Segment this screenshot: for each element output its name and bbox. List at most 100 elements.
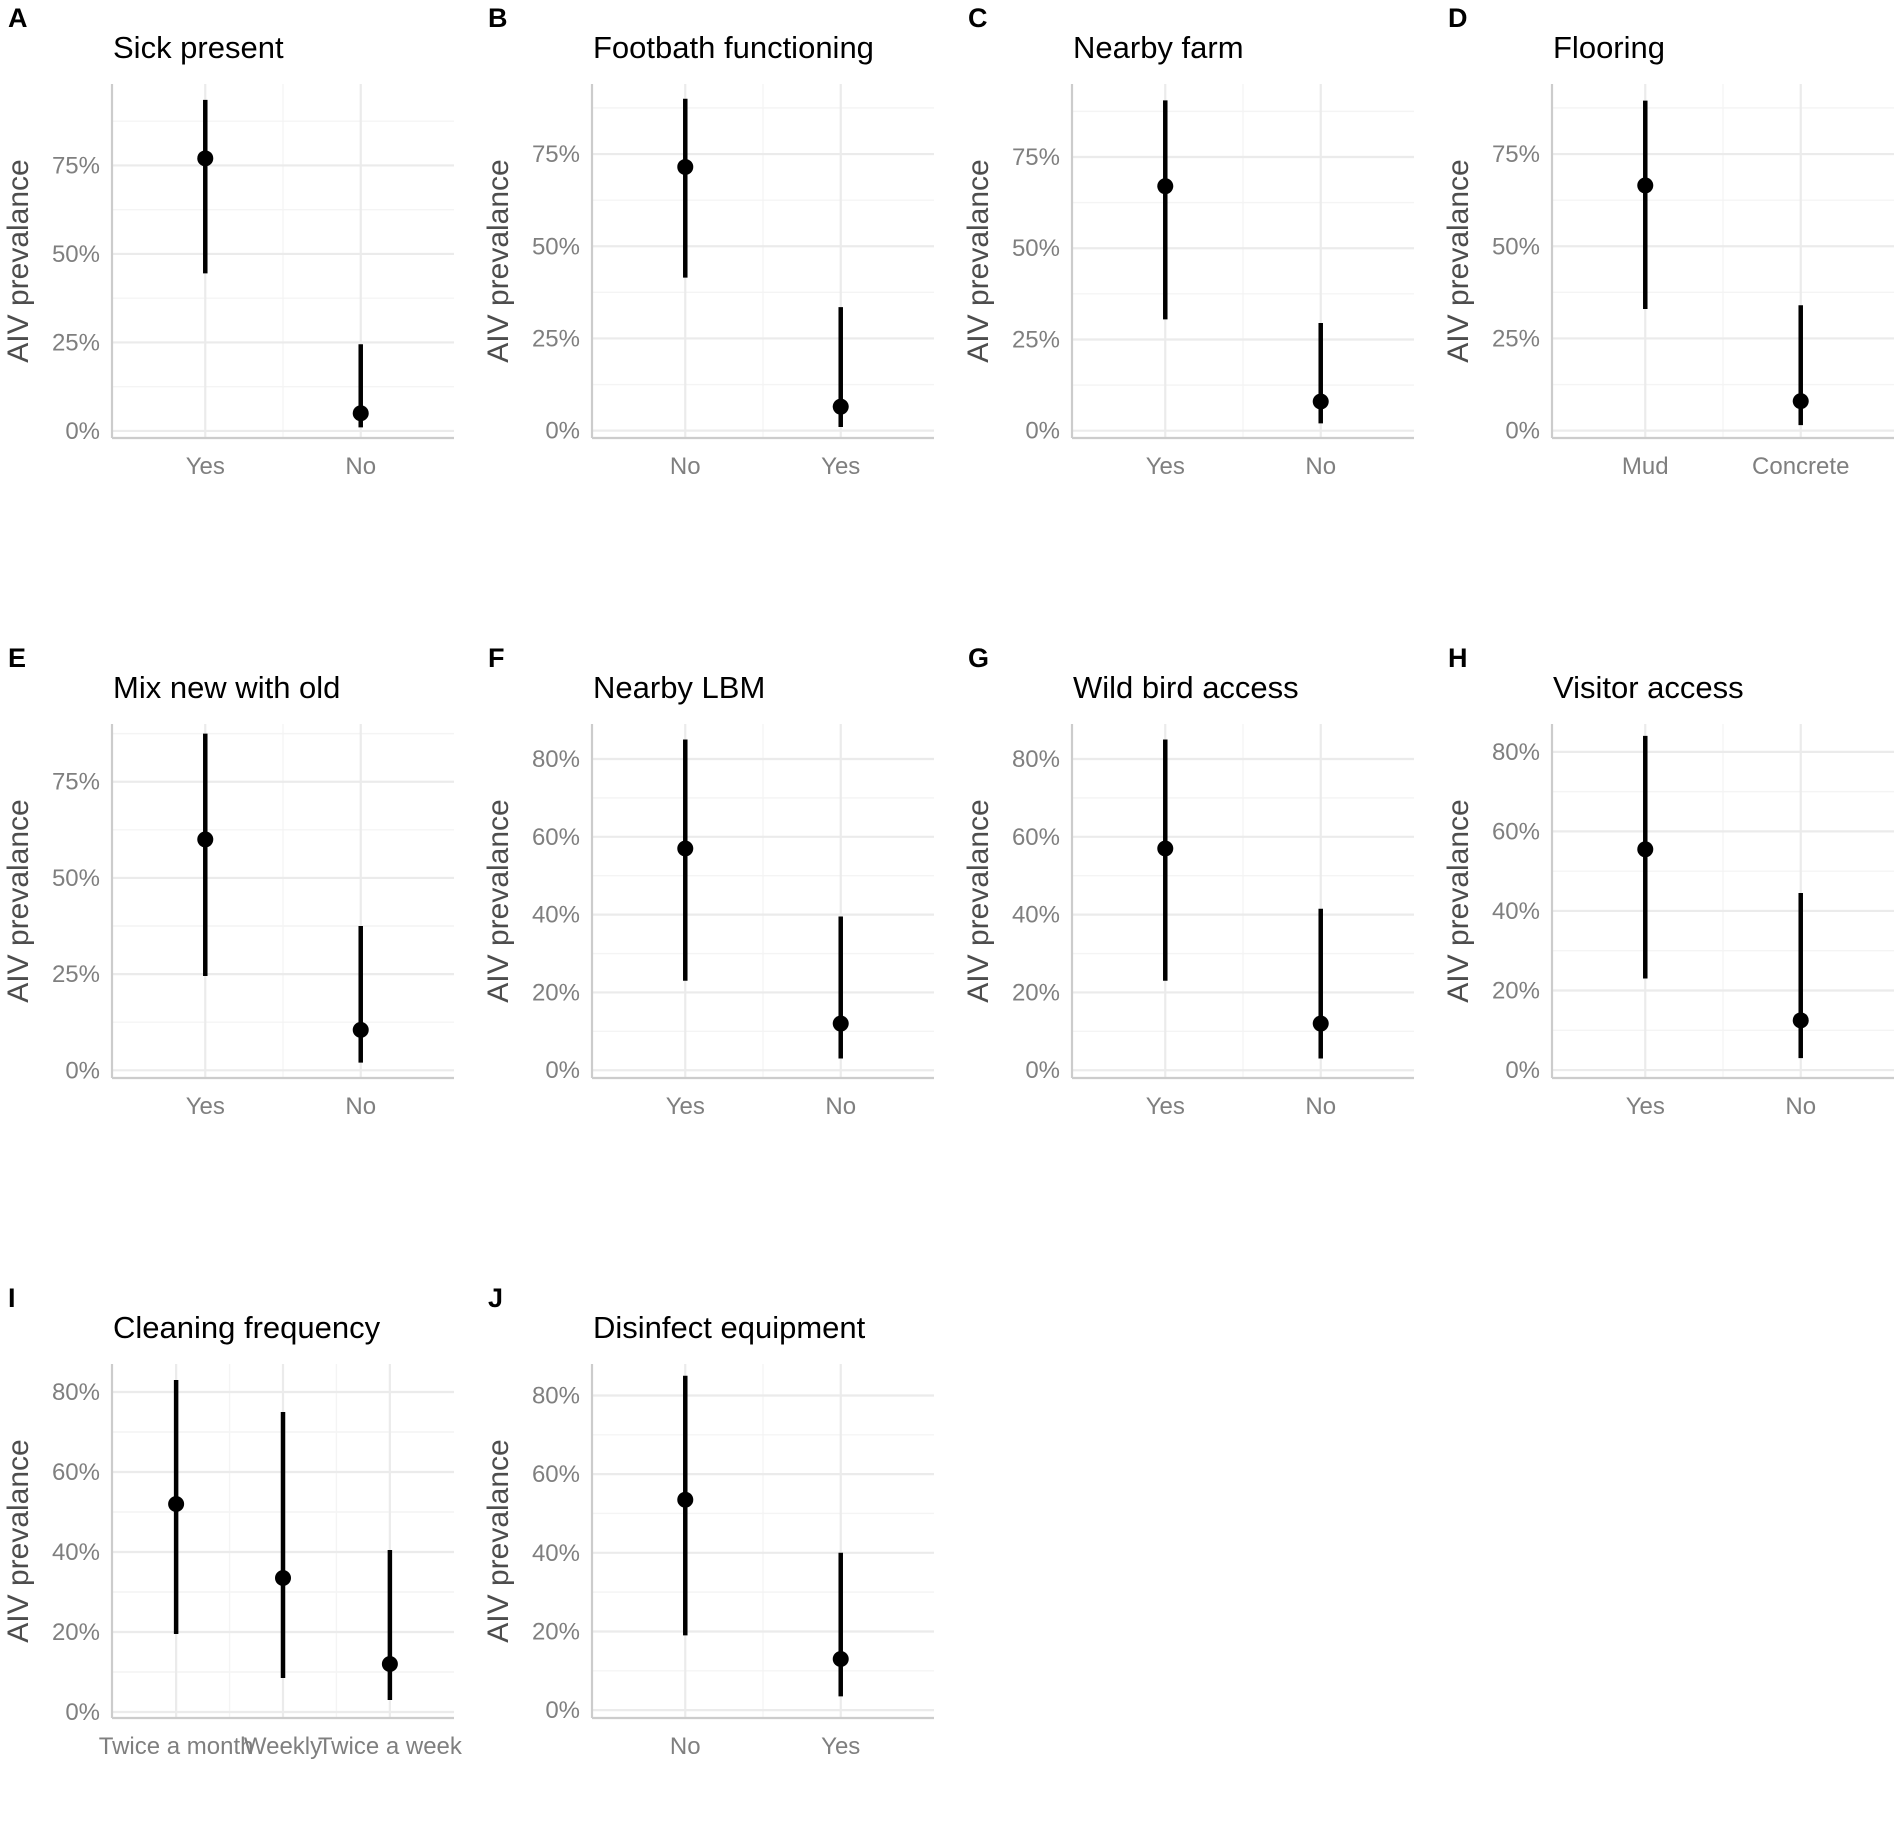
estimate-point-0 [1637,841,1654,858]
y-tick-label: 20% [52,1619,100,1646]
panel-title: Disinfect equipment [593,1310,866,1345]
panel-title: Nearby farm [1073,30,1244,65]
y-tick-label: 75% [1492,141,1540,168]
y-tick-label: 60% [1012,824,1060,851]
y-tick-label: 50% [1012,235,1060,262]
y-tick-label: 20% [532,1618,580,1645]
y-tick-label: 0% [65,1699,100,1726]
panel-letter: E [8,643,26,673]
estimate-point-1 [1312,393,1329,410]
estimate-point-1 [832,1015,849,1032]
y-tick-label: 60% [532,824,580,851]
estimate-point-0 [677,158,694,175]
x-tick-label: Yes [821,1733,860,1760]
x-tick-label: No [825,1093,856,1120]
y-tick-label: 50% [52,865,100,892]
y-tick-label: 75% [52,769,100,796]
panel-letter: I [8,1283,16,1313]
y-tick-label: 75% [532,141,580,168]
panel-title: Nearby LBM [593,670,765,705]
y-axis-title: AIV prevalance [482,159,515,362]
x-tick-label: Twice a month [99,1733,254,1760]
y-tick-label: 40% [532,902,580,929]
x-tick-label: Yes [1146,1093,1185,1120]
panel-c: 0% 25% 50% 75% Yes No C Nearby farm AIV prevalan… [962,3,1414,480]
estimate-point-1 [832,398,849,415]
estimate-point-0 [677,1491,694,1508]
y-tick-label: 40% [532,1540,580,1567]
panel-letter: A [8,3,28,33]
panel-letter: J [488,1283,503,1313]
x-tick-label: Yes [1146,453,1185,480]
y-tick-label: 0% [545,1057,580,1084]
y-tick-label: 60% [1492,818,1540,845]
panel-d: 0% 25% 50% 75% Mud Concrete D Flooring AIV preva… [1442,3,1894,480]
x-tick-label: No [1305,1093,1336,1120]
panel-f: 0% 20% 40% 60% 80% Yes No F Nearby LBM AIV preval… [482,643,934,1120]
panel-title: Wild bird access [1073,670,1299,705]
estimate-point-0 [168,1496,185,1512]
y-tick-label: 80% [532,1382,580,1409]
y-tick-label: 80% [1492,739,1540,766]
y-tick-label: 0% [1505,1057,1540,1084]
estimate-point-1 [832,1651,849,1667]
y-axis-title: AIV prevalance [1442,799,1475,1002]
estimate-point-1 [1312,1015,1329,1032]
x-tick-label: Yes [666,1093,705,1120]
panel-letter: C [968,3,988,33]
y-tick-label: 80% [1012,746,1060,773]
panel-b: 0% 25% 50% 75% No Yes B Footbath functioning AIV… [482,3,934,480]
estimate-point-1 [1792,1012,1809,1029]
y-tick-label: 80% [52,1379,100,1406]
panel-j: 0% 20% 40% 60% 80% No Yes J Disinfect equipment A… [482,1283,934,1760]
y-tick-label: 75% [52,152,100,179]
y-axis-title: AIV prevalance [962,159,995,362]
y-tick-label: 75% [1012,144,1060,171]
estimate-point-0 [197,831,214,848]
panel-a: 0% 25% 50% 75% Yes No A Sick present AIV prevala… [2,3,454,480]
panel-title: Flooring [1553,30,1665,65]
x-tick-label: Mud [1622,453,1669,480]
y-axis-title: AIV prevalance [482,799,515,1002]
x-tick-label: Yes [1626,1093,1665,1120]
estimate-point-0 [1157,178,1174,195]
panel-h: 0% 20% 40% 60% 80% Yes No H Visitor access AIV pr… [1442,643,1894,1120]
y-tick-label: 0% [1025,1057,1060,1084]
estimate-point-0 [1157,840,1174,857]
y-tick-label: 0% [65,418,100,445]
x-tick-label: No [1305,453,1336,480]
x-tick-label: Yes [821,453,860,480]
y-tick-label: 40% [1012,902,1060,929]
x-tick-label: No [345,453,376,480]
panel-title: Footbath functioning [593,30,874,65]
panel-letter: B [488,3,508,33]
y-axis-title: AIV prevalance [962,799,995,1002]
y-tick-label: 40% [52,1539,100,1566]
panel-e: 0% 25% 50% 75% Yes No E Mix new with old AIV pre… [2,643,454,1120]
y-tick-label: 60% [532,1461,580,1488]
y-tick-label: 40% [1492,898,1540,925]
y-tick-label: 20% [1492,977,1540,1004]
estimate-point-0 [197,150,214,167]
panel-letter: D [1448,3,1468,33]
x-tick-label: Weekly [244,1733,322,1760]
y-tick-label: 0% [545,1697,580,1724]
y-tick-label: 0% [1505,418,1540,445]
panel-g: 0% 20% 40% 60% 80% Yes No G Wild bird access AIV … [962,643,1414,1120]
estimate-point-1 [275,1570,291,1586]
y-tick-label: 25% [52,961,100,988]
estimate-point-0 [677,840,694,857]
y-tick-label: 20% [532,979,580,1006]
y-tick-label: 20% [1012,979,1060,1006]
x-tick-label: Twice a week [318,1733,463,1760]
panel-letter: H [1448,643,1468,673]
y-tick-label: 25% [52,329,100,356]
x-tick-label: Concrete [1752,453,1849,480]
estimate-point-1 [352,1021,369,1038]
y-axis-title: AIV prevalance [1442,159,1475,362]
estimate-point-0 [1637,177,1654,194]
y-tick-label: 25% [1012,326,1060,353]
y-tick-label: 50% [532,233,580,260]
x-tick-label: No [670,453,701,480]
